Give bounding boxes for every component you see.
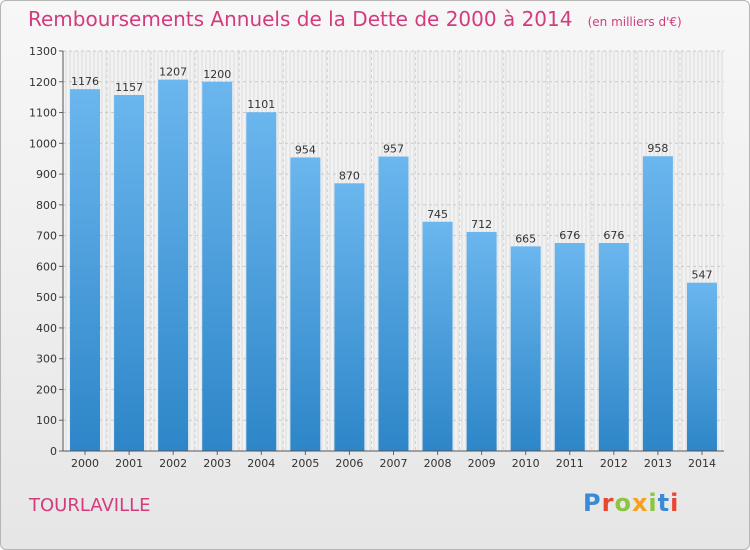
chart-title: Remboursements Annuels de la Dette de 20… [28,7,573,31]
logo-letter: x [631,489,649,517]
logo-letter: i [670,489,680,517]
unit-note: (en milliers d'€) [587,15,682,29]
y-tick-label: 700 [36,230,57,243]
bar-2014 [686,282,717,451]
y-tick-label: 100 [36,414,57,427]
bar-2007 [378,156,409,452]
bars: 1176 1157 1207 1200 1101 954 870 957 745 712 665 67… [70,66,717,452]
x-tick-label-2007: 2007 [380,457,408,470]
value-label-2001: 1157 [115,81,143,94]
y-tick-label: 200 [36,383,57,396]
title-row: Remboursements Annuels de la Dette de 20… [28,7,682,31]
bar-2001 [114,95,145,451]
bar-2011 [554,243,585,451]
value-label-2008: 745 [427,208,448,221]
bar-2010 [510,246,541,451]
x-tick-label-2001: 2001 [115,457,143,470]
bar-2002 [158,79,189,451]
x-tick-label-2004: 2004 [247,457,275,470]
x-tick-label-2013: 2013 [644,457,672,470]
bar-2013 [642,156,673,451]
logo-letter: r [601,489,615,517]
value-label-2004: 1101 [247,98,275,111]
x-tick-label-2010: 2010 [512,457,540,470]
proxiti-logo[interactable]: Proxiti [583,489,679,517]
bar-2009 [466,231,497,451]
y-tick-label: 0 [50,445,57,458]
value-label-2000: 1176 [71,75,99,88]
x-tick-label-2003: 2003 [203,457,231,470]
logo-letter: P [583,489,602,517]
logo-letter: i [648,489,658,517]
logo-letter: t [657,489,671,517]
bar-2012 [598,243,629,451]
x-tick-label-2008: 2008 [424,457,452,470]
x-tick-label-2011: 2011 [556,457,584,470]
y-tick-label: 400 [36,322,57,335]
y-tick-label: 300 [36,353,57,366]
y-tick-label: 1300 [29,45,57,58]
bar-2006 [334,183,365,452]
value-label-2003: 1200 [203,68,231,81]
y-tick-label: 600 [36,260,57,273]
y-tick-label: 800 [36,199,57,212]
value-label-2006: 870 [339,169,360,182]
bar-2003 [202,81,233,452]
x-tick-label-2014: 2014 [688,457,716,470]
value-label-2010: 665 [515,232,536,245]
y-tick-label: 900 [36,168,57,181]
value-label-2005: 954 [295,143,316,156]
value-label-2007: 957 [383,143,404,156]
y-tick-label: 1100 [29,107,57,120]
value-label-2014: 547 [691,269,712,282]
value-label-2012: 676 [603,229,624,242]
commune-name: TOURLAVILLE [29,495,151,516]
value-label-2013: 958 [647,142,668,155]
bar-2004 [246,112,277,451]
x-tick-label-2009: 2009 [468,457,496,470]
x-tick-label-2000: 2000 [71,457,99,470]
value-label-2011: 676 [559,229,580,242]
x-tick-label-2012: 2012 [600,457,628,470]
axes: 0 100 200 300 400 500 600 700 800 900 1000 1100 1200… [29,45,724,470]
x-tick-label-2002: 2002 [159,457,187,470]
y-tick-label: 500 [36,291,57,304]
bar-2005 [290,157,321,451]
bar-2008 [422,221,453,451]
y-tick-label: 1000 [29,137,57,150]
y-tick-label: 1200 [29,76,57,89]
value-label-2002: 1207 [159,66,187,79]
value-label-2009: 712 [471,218,492,231]
x-tick-label-2006: 2006 [335,457,363,470]
bar-2000 [70,89,101,452]
x-tick-label-2005: 2005 [291,457,319,470]
logo-letter: o [614,489,632,517]
